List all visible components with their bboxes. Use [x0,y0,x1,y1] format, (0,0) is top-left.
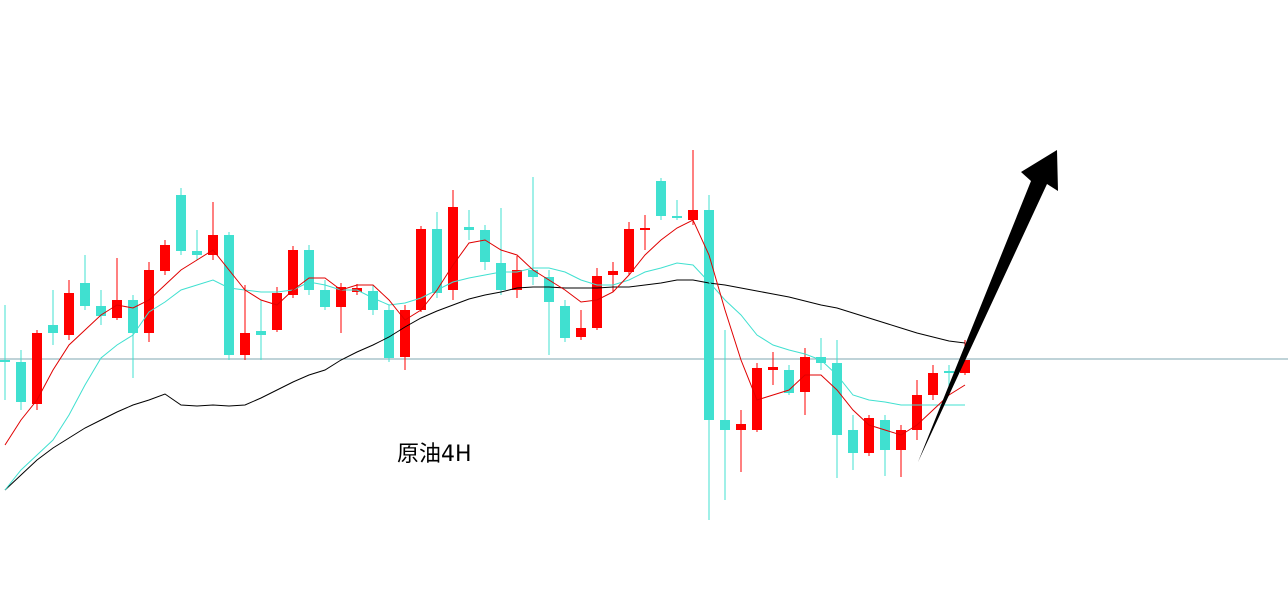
candle-body [672,216,682,218]
candle-body [336,287,346,307]
candle-body [512,270,522,290]
candle-body [256,331,266,335]
candle-body [288,250,298,295]
candle-body [448,207,458,290]
candle-body [80,283,90,306]
candle-body [432,229,442,293]
candle-body [896,430,906,450]
candle-body [48,325,58,333]
candle-body [944,371,954,373]
candle-body [640,228,650,230]
candle-body [880,420,890,450]
candle-body [208,235,218,255]
candle-body [624,229,634,272]
candle-body [32,333,42,404]
candle-body [688,210,698,220]
candle-body [960,360,970,373]
candle-body [112,300,122,318]
candle-body [368,291,378,310]
candle-body [320,290,330,307]
candle-body [720,420,730,430]
candle-body [16,362,26,402]
candle-body [736,424,746,430]
candle-body [656,181,666,216]
candle-body [128,300,138,333]
candle-body [64,293,74,335]
trend-arrow [918,150,1058,462]
candle-body [304,250,314,290]
candle-body [176,195,186,251]
candle-body [384,310,394,358]
candle-body [480,230,490,262]
moving-average [4,262,965,491]
candle-body [768,367,778,370]
candle-body [848,430,858,453]
candle-body [928,373,938,395]
candle-body [464,227,474,230]
candle-body [160,245,170,271]
candle-body [400,310,410,357]
candle-body [144,270,154,333]
candle-body [544,277,554,302]
candle-body [832,363,842,435]
candle-body [784,370,794,393]
candle-body [272,293,282,330]
candle-body [528,270,538,277]
candle-body [704,210,714,420]
moving-average [4,219,966,446]
candle-body [496,263,506,290]
candle-body [912,395,922,430]
candle-body [192,251,202,255]
candle-body [592,276,602,328]
candle-body [560,306,570,338]
candle-body [864,418,874,453]
candle-body [416,229,426,310]
chart-title: 原油4H [397,442,472,467]
candle-body [224,235,234,355]
candle-body [0,360,10,362]
moving-average [4,279,966,491]
candle-body [240,333,250,355]
candle-body [608,271,618,275]
candle-body [96,306,106,316]
candle-body [576,328,586,337]
